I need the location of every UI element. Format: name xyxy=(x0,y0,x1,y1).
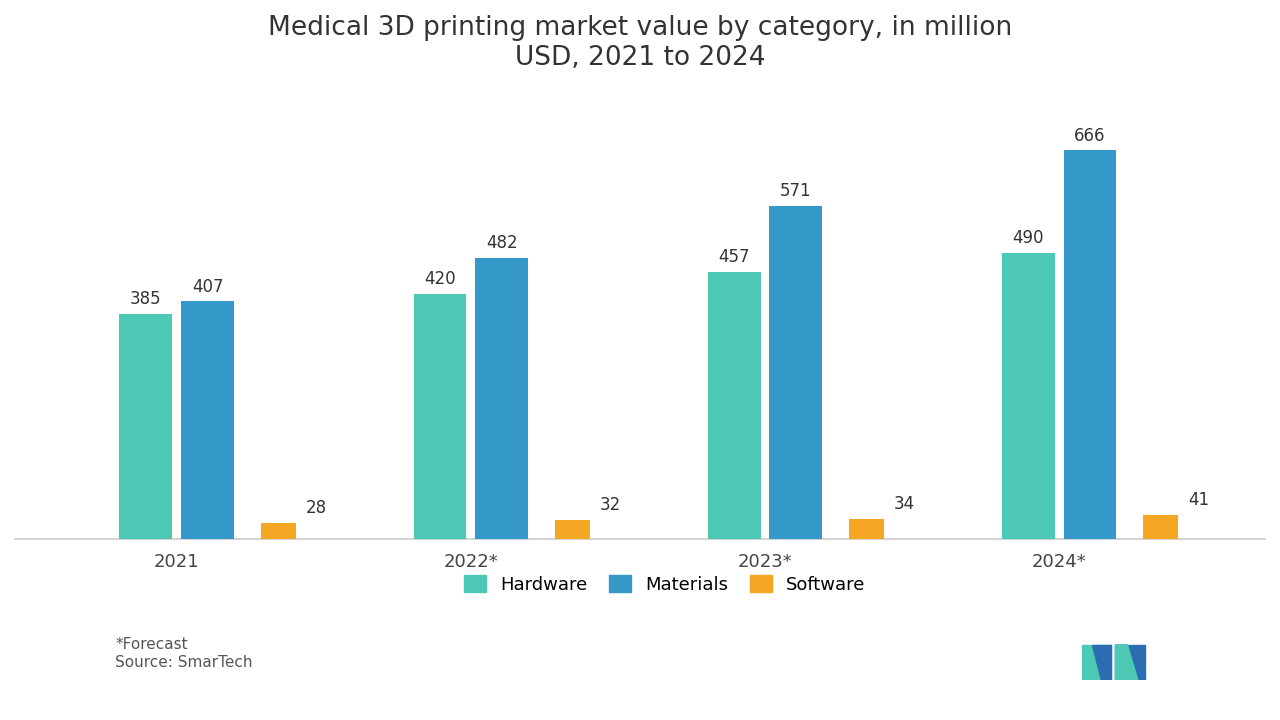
Text: 28: 28 xyxy=(306,499,326,517)
Bar xyxy=(182,302,234,539)
Bar xyxy=(119,315,173,539)
Text: 420: 420 xyxy=(424,270,456,288)
Text: 482: 482 xyxy=(486,234,517,252)
Bar xyxy=(769,206,822,539)
Bar xyxy=(1002,253,1055,539)
Legend: Hardware, Materials, Software: Hardware, Materials, Software xyxy=(457,568,873,600)
Text: 385: 385 xyxy=(131,290,161,308)
Polygon shape xyxy=(1115,645,1146,680)
Text: 32: 32 xyxy=(600,496,621,514)
Bar xyxy=(413,294,466,539)
Bar xyxy=(1143,515,1178,539)
Bar xyxy=(708,272,760,539)
Text: 407: 407 xyxy=(192,278,224,296)
Text: 34: 34 xyxy=(895,495,915,513)
Text: 490: 490 xyxy=(1012,229,1044,247)
Bar xyxy=(475,258,529,539)
Text: 457: 457 xyxy=(718,248,750,266)
Text: 41: 41 xyxy=(1188,491,1210,509)
Text: *Forecast
Source: SmarTech: *Forecast Source: SmarTech xyxy=(115,637,252,670)
Bar xyxy=(261,523,296,539)
Polygon shape xyxy=(1082,645,1111,680)
Polygon shape xyxy=(1092,645,1111,680)
Text: 571: 571 xyxy=(780,182,812,200)
Bar xyxy=(1064,150,1116,539)
Text: 666: 666 xyxy=(1074,127,1106,145)
Bar xyxy=(849,519,884,539)
Title: Medical 3D printing market value by category, in million
USD, 2021 to 2024: Medical 3D printing market value by cate… xyxy=(268,15,1012,71)
Polygon shape xyxy=(1115,645,1138,680)
Bar xyxy=(554,521,590,539)
